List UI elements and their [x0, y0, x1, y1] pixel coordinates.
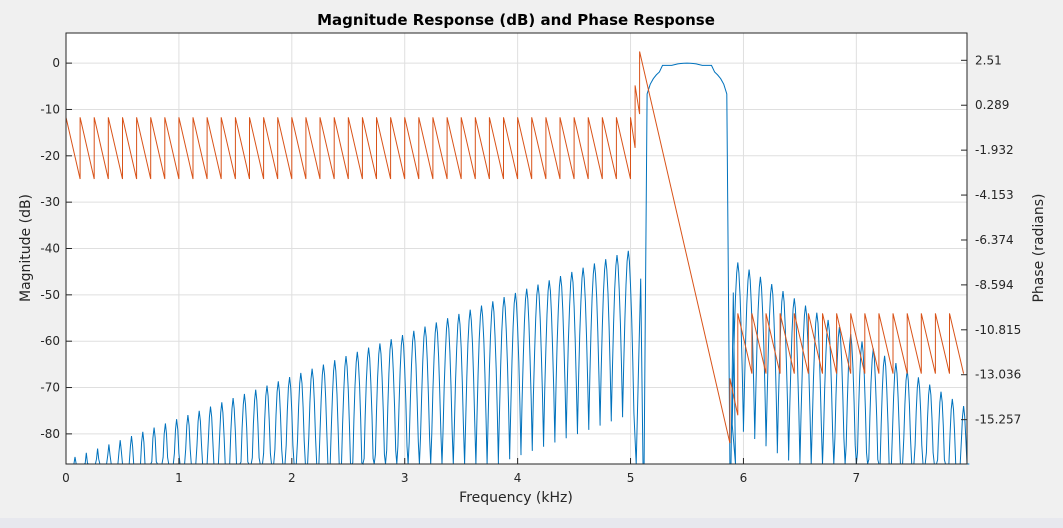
x-tick-label: 5: [627, 471, 635, 485]
y-left-tick-label: 0: [52, 56, 60, 70]
phase-series: [65, 51, 965, 444]
y-right-tick-label: -10.815: [975, 323, 1021, 337]
x-axis-label: Frequency (kHz): [459, 490, 573, 506]
y-right-tick-label: -4.153: [975, 188, 1014, 202]
y-left-tick-label: -80: [40, 427, 60, 441]
y-right-tick-label: -15.257: [975, 413, 1021, 427]
y-left-tick-label: -30: [40, 195, 60, 209]
y-right-tick-label: 2.51: [975, 53, 1002, 67]
y-left-tick-label: -60: [40, 334, 60, 348]
y-left-axis-label: Magnitude (dB): [18, 194, 34, 302]
y-right-tick-label: -8.594: [975, 278, 1014, 292]
grid-lines: [65, 33, 967, 464]
magnitude-line: [66, 62, 970, 466]
y-left-tick-label: -20: [40, 149, 60, 163]
x-tick-label: 0: [62, 471, 70, 485]
y-left-tick-label: -70: [40, 381, 60, 395]
chart-title: Magnitude Response (dB) and Phase Respon…: [317, 11, 715, 29]
x-axis-ticks: 0 1 2 3 4 5 6 7: [62, 458, 860, 485]
y-right-tick-label: -13.036: [975, 368, 1021, 382]
y-right-tick-label: 0.289: [975, 98, 1009, 112]
x-tick-label: 3: [401, 471, 409, 485]
y-left-tick-label: -10: [40, 102, 60, 116]
x-tick-label: 1: [175, 471, 183, 485]
y-right-axis-label: Phase (radians): [1031, 193, 1047, 302]
x-tick-label: 4: [514, 471, 522, 485]
y-left-tick-label: -50: [40, 288, 60, 302]
y-left-axis-ticks: 0 -10 -20 -30 -40 -50 -60 -70 -80: [40, 56, 72, 441]
x-tick-label: 7: [853, 471, 861, 485]
x-tick-label: 2: [288, 471, 296, 485]
phase-line: [65, 51, 965, 444]
y-right-tick-label: -1.932: [975, 143, 1014, 157]
magnitude-series: [66, 62, 970, 466]
bottom-bar: [0, 518, 1063, 528]
y-right-tick-label: -6.374: [975, 233, 1014, 247]
x-tick-label: 6: [740, 471, 748, 485]
y-left-tick-label: -40: [40, 242, 60, 256]
y-right-axis-ticks: 2.51 0.289 -1.932 -4.153 -6.374 -8.594 -10.815…: [961, 53, 1021, 427]
